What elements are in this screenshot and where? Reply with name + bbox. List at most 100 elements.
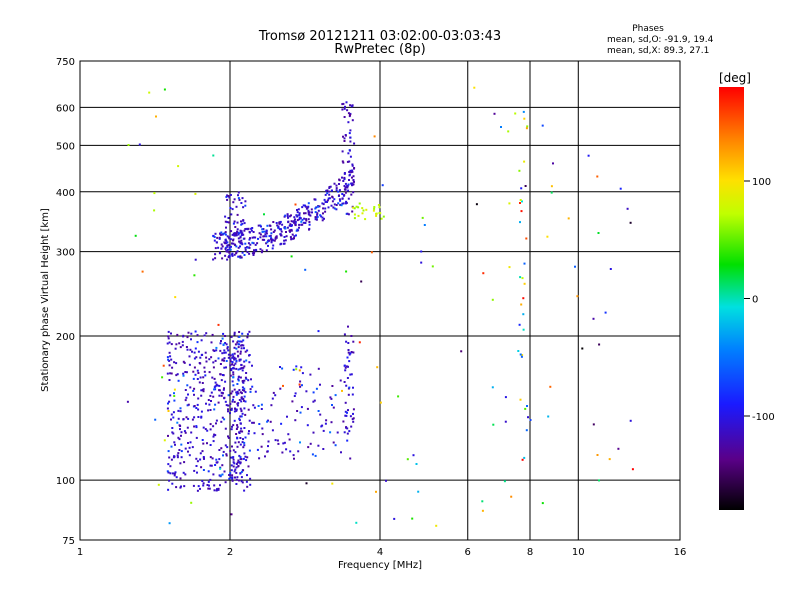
data-point — [236, 476, 239, 479]
data-point — [170, 343, 173, 346]
y-tick-label: 600 — [56, 103, 75, 114]
data-point — [242, 446, 245, 449]
data-point — [267, 419, 269, 422]
data-point — [176, 454, 179, 457]
data-point — [247, 242, 250, 245]
data-point — [210, 464, 213, 467]
data-point — [520, 210, 523, 213]
data-point — [224, 481, 227, 484]
data-point — [243, 427, 246, 429]
data-point — [201, 450, 204, 453]
data-point — [237, 368, 240, 371]
data-point — [346, 186, 349, 189]
data-point — [169, 465, 172, 468]
data-point — [521, 458, 524, 461]
data-point — [524, 407, 527, 410]
colorbar — [719, 87, 744, 510]
data-point — [272, 221, 275, 223]
data-point — [208, 403, 211, 406]
data-point — [231, 356, 234, 359]
data-point — [320, 215, 323, 218]
data-point — [249, 483, 252, 486]
data-point — [236, 424, 239, 427]
data-point — [302, 221, 305, 224]
data-point — [214, 434, 217, 437]
data-point — [237, 255, 240, 258]
data-point — [173, 474, 176, 477]
data-point — [230, 407, 233, 410]
data-point — [200, 394, 203, 397]
data-point — [172, 456, 175, 459]
data-point — [344, 182, 347, 185]
data-point — [240, 363, 243, 366]
data-point — [231, 445, 233, 448]
data-point — [206, 484, 209, 486]
data-point — [382, 215, 385, 218]
data-point — [237, 346, 240, 349]
y-axis-ticks: 75 100 200 300 400 500 600 750 — [56, 57, 75, 547]
data-point — [221, 358, 224, 361]
data-point — [230, 464, 233, 467]
data-point — [167, 335, 170, 338]
data-point — [350, 171, 353, 174]
data-point — [285, 448, 288, 451]
data-point — [180, 450, 183, 453]
data-point — [344, 191, 347, 194]
data-point — [247, 408, 250, 411]
y-tick-label: 100 — [56, 476, 75, 487]
data-point — [220, 391, 223, 394]
data-point — [279, 366, 281, 368]
data-point — [255, 249, 258, 252]
data-point — [238, 431, 241, 434]
data-point — [177, 436, 180, 439]
data-point — [592, 317, 595, 320]
data-point — [345, 200, 348, 203]
data-point — [179, 346, 182, 349]
data-point — [235, 252, 238, 255]
data-point — [237, 355, 240, 358]
data-point — [229, 474, 232, 477]
data-point — [214, 381, 217, 384]
data-point — [195, 465, 198, 467]
data-point — [221, 233, 224, 236]
data-point — [241, 369, 244, 372]
data-point — [226, 446, 229, 449]
data-point — [289, 230, 291, 233]
data-point — [168, 351, 171, 354]
data-point — [343, 172, 346, 174]
data-point — [233, 410, 236, 413]
data-point — [228, 236, 231, 239]
data-point — [240, 344, 243, 347]
data-point — [184, 389, 187, 391]
data-point — [178, 424, 181, 427]
data-point — [217, 487, 220, 490]
data-point — [167, 402, 169, 405]
data-point — [239, 367, 242, 370]
data-point — [213, 388, 216, 391]
data-point — [519, 276, 522, 279]
data-point — [328, 197, 331, 200]
data-point — [343, 431, 346, 434]
data-point — [412, 454, 415, 457]
data-point — [239, 422, 242, 425]
data-point — [352, 183, 355, 186]
data-point — [242, 438, 244, 441]
data-point — [179, 428, 181, 431]
data-point — [219, 373, 222, 376]
data-point — [173, 395, 176, 397]
data-point — [341, 150, 344, 153]
data-point — [308, 211, 311, 214]
data-point — [241, 332, 244, 335]
data-point — [175, 486, 178, 489]
data-point — [350, 373, 353, 376]
data-point — [274, 439, 277, 442]
data-point — [312, 391, 315, 394]
data-point — [319, 214, 322, 217]
data-point — [326, 192, 329, 195]
data-point — [282, 242, 285, 245]
data-point — [349, 136, 352, 139]
data-point — [242, 366, 245, 369]
data-point — [349, 114, 351, 117]
data-point — [177, 165, 180, 168]
data-point — [352, 351, 355, 354]
